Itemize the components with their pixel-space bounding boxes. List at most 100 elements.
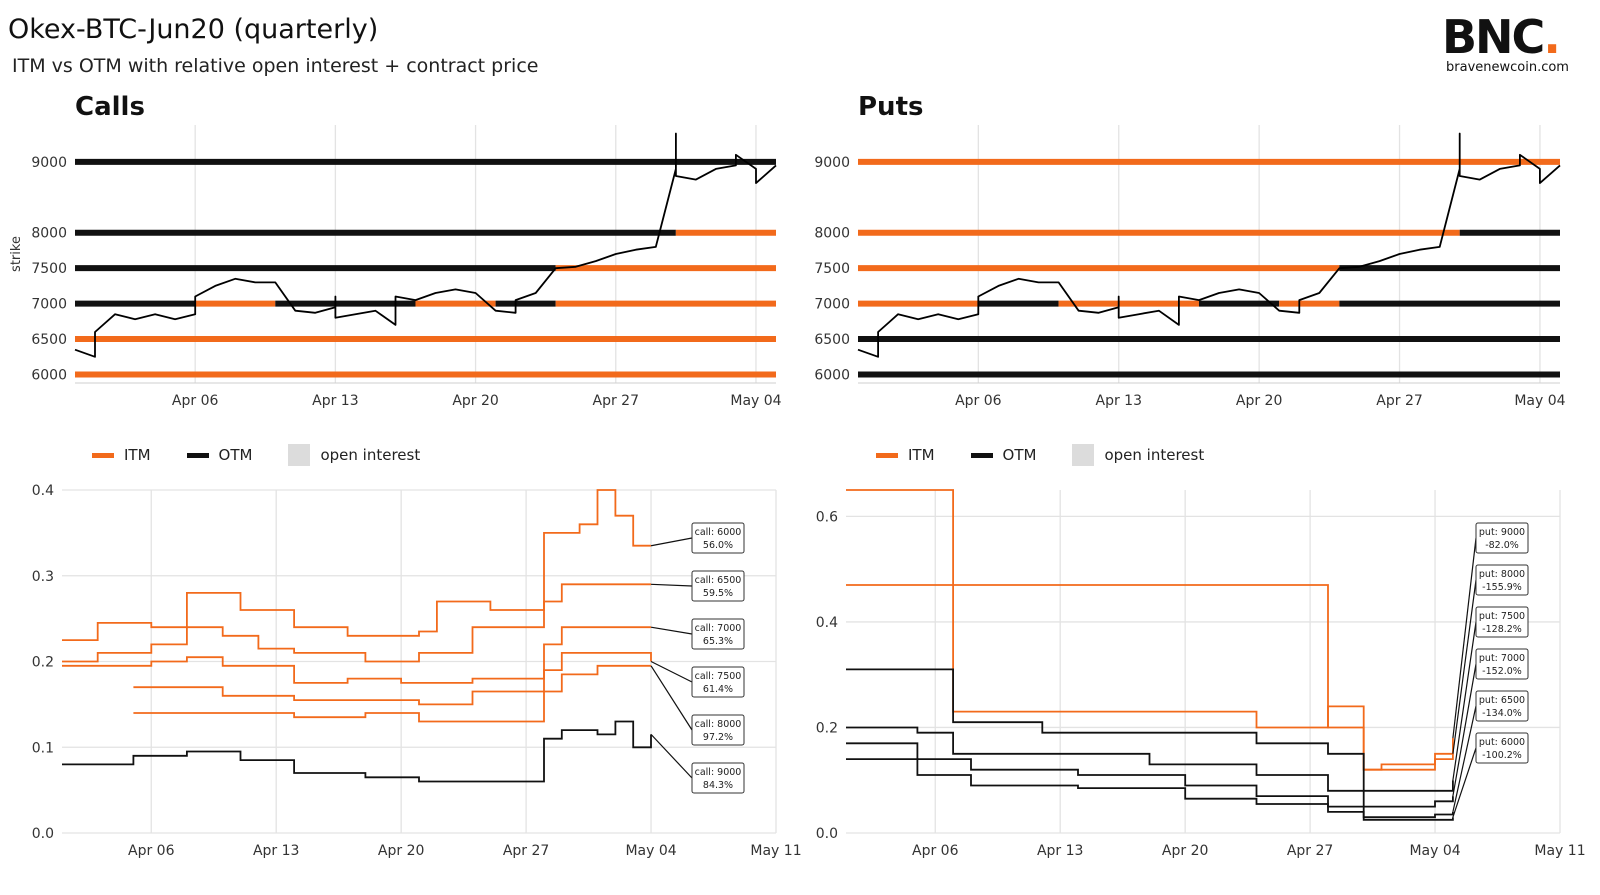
- legend-otm: OTM: [970, 446, 1037, 464]
- callout-leader: [650, 660, 693, 683]
- y-tick-label: 0.6: [816, 509, 838, 525]
- callout-leader: [651, 583, 693, 587]
- x-tick-label: Apr 13: [1037, 843, 1083, 859]
- legend-itm: ITM: [876, 446, 935, 464]
- callout-value: 65.3%: [703, 636, 733, 647]
- callout-leader: [1452, 537, 1477, 739]
- series-put-6500: [846, 742, 1454, 819]
- callout-name: call: 7000: [695, 623, 742, 634]
- legend-otm-swatch: [970, 452, 993, 458]
- y-tick-label: 0.1: [32, 740, 54, 756]
- y-tick-label: 0.0: [32, 826, 54, 842]
- legend-oi-label: open interest: [320, 446, 421, 464]
- callout-box: [1475, 732, 1529, 764]
- page-title: Okex-BTC-Jun20 (quarterly): [8, 14, 379, 45]
- legend-itm-swatch: [876, 452, 898, 458]
- callout-value: 59.5%: [703, 588, 733, 599]
- y-tick-label: 0.4: [32, 483, 54, 499]
- x-tick-label: Apr 06: [955, 393, 1002, 409]
- x-tick-label: Apr 13: [1096, 393, 1142, 409]
- legend-otm: OTM: [186, 446, 253, 464]
- series-call-8000: [133, 664, 651, 723]
- x-tick-label: Apr 20: [1236, 393, 1282, 409]
- x-tick-label: Apr 20: [378, 843, 424, 859]
- callout-box: [691, 714, 745, 746]
- x-tick-label: May 04: [1514, 393, 1565, 409]
- logo-dot: .: [1543, 10, 1561, 64]
- callout-leader: [1452, 663, 1477, 797]
- x-tick-label: Apr 06: [912, 843, 959, 859]
- legend-otm-label: OTM: [1002, 446, 1037, 464]
- callout-value: 84.3%: [703, 780, 733, 791]
- x-tick-label: May 04: [625, 843, 676, 859]
- series-put-7000: [846, 726, 1454, 808]
- y-tick-label: 0.0: [816, 826, 838, 842]
- page-subtitle: ITM vs OTM with relative open interest +…: [12, 55, 539, 77]
- callout-leader: [1452, 747, 1477, 818]
- callout-name: call: 6000: [695, 527, 742, 538]
- puts-premium-group: 0.0 0.2 0.4 0.6 Apr 06 Apr 13 Apr 20 Apr 27 May …: [816, 489, 1586, 859]
- series-call-7000: [62, 626, 651, 684]
- callout-leader: [1452, 621, 1477, 781]
- y-tick-label: 6000: [31, 367, 67, 383]
- callout-name: put: 7500: [1479, 611, 1525, 622]
- y-tick-label: 6000: [814, 367, 850, 383]
- callout-value: -82.0%: [1485, 540, 1519, 551]
- y-tick-label: 8000: [814, 226, 850, 242]
- y-axis-label: strike: [9, 236, 24, 272]
- y-tick-label: 0.4: [816, 615, 838, 631]
- calls-title: Calls: [75, 92, 145, 122]
- callout-value: 56.0%: [703, 540, 733, 551]
- callout-name: put: 8000: [1479, 569, 1525, 580]
- callout-name: call: 7500: [695, 671, 742, 682]
- y-tick-label: 0.2: [816, 720, 838, 736]
- puts-strike-group: Apr 06 Apr 13 Apr 20 Apr 27 May 04 6000 6500 70…: [814, 125, 1566, 409]
- callout-name: call: 9000: [695, 767, 742, 778]
- series-call-7500: [133, 652, 652, 706]
- callout-leader: [1452, 705, 1477, 813]
- x-tick-label: Apr 27: [1287, 843, 1333, 859]
- x-tick-label: May 11: [1534, 843, 1585, 859]
- callout-value: 61.4%: [703, 684, 733, 695]
- callout-value: -152.0%: [1482, 666, 1522, 677]
- calls-strike-group: Apr 06 Apr 13 Apr 20 Apr 27 May 04 6000 6500 70…: [9, 125, 782, 409]
- series-call-6500: [62, 583, 651, 663]
- callout-leader: [650, 626, 693, 635]
- legend-oi-label: open interest: [1104, 446, 1205, 464]
- callout-leader: [650, 537, 693, 547]
- x-tick-label: May 04: [730, 393, 781, 409]
- legend-open-interest: open interest: [288, 444, 420, 466]
- callout-box: [691, 618, 745, 650]
- x-tick-label: Apr 13: [312, 393, 358, 409]
- logo-text: BNC: [1442, 10, 1545, 64]
- callout-value: -100.2%: [1482, 750, 1522, 761]
- x-tick-label: Apr 27: [593, 393, 639, 409]
- legend-itm-label: ITM: [124, 446, 151, 464]
- y-tick-label: 6500: [814, 332, 850, 348]
- callout-name: put: 6000: [1479, 737, 1525, 748]
- series-put-8000: [846, 584, 1454, 771]
- callout-box: [691, 762, 745, 794]
- calls-premium-group: 0.0 0.1 0.2 0.3 0.4 Apr 06 Apr 13 Apr 20 Apr 27 M…: [32, 483, 802, 859]
- callout-name: put: 6500: [1479, 695, 1525, 706]
- y-tick-label: 7000: [814, 297, 850, 313]
- legend-otm-swatch: [186, 452, 209, 458]
- callout-name: put: 7000: [1479, 653, 1525, 664]
- legend-oi-swatch: [288, 444, 311, 466]
- legend-itm: ITM: [92, 446, 151, 464]
- callout-name: call: 8000: [695, 719, 742, 730]
- y-tick-label: 9000: [31, 155, 67, 171]
- callout-leader: [1452, 579, 1477, 754]
- x-tick-label: Apr 27: [1376, 393, 1422, 409]
- legend-open-interest: open interest: [1072, 444, 1204, 466]
- legend-otm-label: OTM: [218, 446, 253, 464]
- btc-price-line: [74, 132, 777, 358]
- x-tick-label: May 11: [750, 843, 801, 859]
- y-tick-label: 6500: [31, 332, 67, 348]
- callout-box: [691, 522, 745, 554]
- calls-legend: ITM OTM open interest: [92, 444, 456, 466]
- callout-leader: [650, 733, 693, 779]
- x-tick-label: Apr 13: [253, 843, 299, 859]
- series-put-6000: [846, 758, 1454, 821]
